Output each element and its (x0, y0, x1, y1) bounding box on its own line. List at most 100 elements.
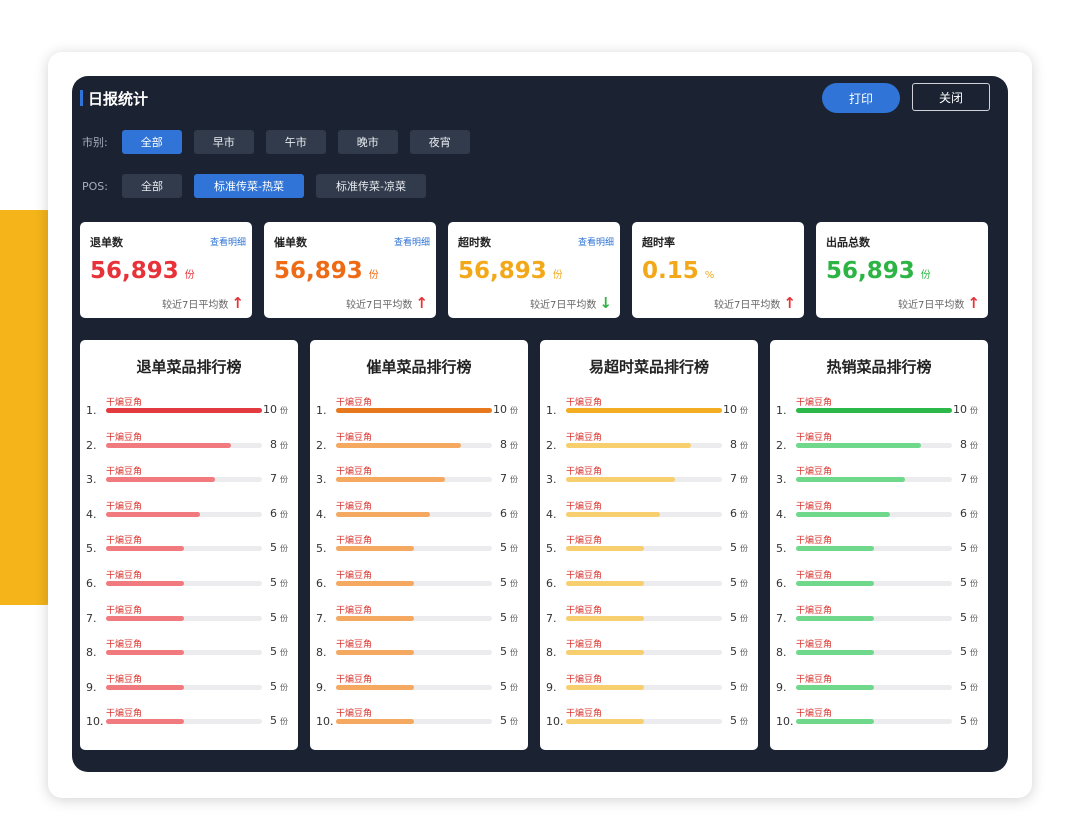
arrow-up-icon: ↑ (415, 294, 428, 312)
ranking-row[interactable]: 9. 干煸豆角 5 份 (776, 672, 982, 702)
print-button[interactable]: 打印 (822, 83, 900, 113)
ranking-row[interactable]: 9. 干煸豆角 5 份 (546, 672, 752, 702)
ranking-row[interactable]: 8. 干煸豆角 5 份 (86, 637, 292, 667)
ranking-row[interactable]: 3. 干煸豆角 7 份 (546, 464, 752, 494)
count-value: 5 (960, 679, 967, 693)
market-filter-row: 市别: 全部 早市 午市 晚市 夜宵 (82, 130, 482, 154)
market-chip-evening[interactable]: 晚市 (337, 130, 398, 154)
market-chip-noon[interactable]: 午市 (265, 130, 326, 154)
count-unit: 份 (740, 406, 748, 415)
ranking-row[interactable]: 6. 干煸豆角 5 份 (316, 568, 522, 598)
ranking-row[interactable]: 2. 干煸豆角 8 份 (316, 430, 522, 460)
ranking-row[interactable]: 4. 干煸豆角 6 份 (316, 499, 522, 529)
rank-bar-track (796, 719, 952, 725)
count-value: 5 (500, 541, 507, 555)
ranking-row[interactable]: 3. 干煸豆角 7 份 (86, 464, 292, 494)
stat-number: 56,893 (90, 258, 179, 284)
count-value: 5 (270, 679, 277, 693)
rank-number: 5. (776, 542, 787, 556)
market-chip-morning[interactable]: 早市 (193, 130, 254, 154)
ranking-row[interactable]: 1. 干煸豆角 10 份 (86, 395, 292, 425)
pos-chip-hot-dish[interactable]: 标准传菜-热菜 (193, 174, 304, 198)
ranking-row[interactable]: 9. 干煸豆角 5 份 (86, 672, 292, 702)
ranking-row[interactable]: 7. 干煸豆角 5 份 (316, 603, 522, 633)
ranking-row[interactable]: 3. 干煸豆角 7 份 (316, 464, 522, 494)
ranking-row[interactable]: 2. 干煸豆角 8 份 (86, 430, 292, 460)
rank-bar-track (566, 684, 722, 690)
count-value: 7 (960, 472, 967, 486)
stat-value: 56,893 份 (826, 258, 931, 284)
count-unit: 份 (510, 648, 518, 658)
ranking-row[interactable]: 5. 干煸豆角 5 份 (546, 533, 752, 563)
ranking-row[interactable]: 7. 干煸豆角 5 份 (546, 603, 752, 633)
dish-name: 干煸豆角 (336, 467, 373, 478)
rank-number: 8. (546, 646, 557, 660)
count-value: 5 (960, 610, 967, 624)
rank-bar-fill (566, 581, 644, 586)
ranking-row[interactable]: 8. 干煸豆角 5 份 (776, 637, 982, 667)
rank-bar-track (796, 546, 952, 552)
ranking-row[interactable]: 7. 干煸豆角 5 份 (776, 603, 982, 633)
ranking-row[interactable]: 5. 干煸豆角 5 份 (776, 533, 982, 563)
count-value: 5 (270, 714, 277, 728)
ranking-row[interactable]: 6. 干煸豆角 5 份 (86, 568, 292, 598)
stat-card-timeout: 超时数 查看明细 56,893 份较近7日平均数 ↓ (448, 222, 620, 318)
count-value: 7 (500, 472, 507, 486)
ranking-row[interactable]: 8. 干煸豆角 5 份 (316, 637, 522, 667)
rank-bar-fill (796, 684, 874, 690)
ranking-row[interactable]: 3. 干煸豆角 7 份 (776, 464, 982, 494)
ranking-row[interactable]: 10. 干煸豆角 5 份 (86, 706, 292, 736)
view-detail-link[interactable]: 查看明细 (209, 238, 246, 248)
ranking-row[interactable]: 2. 干煸豆角 8 份 (776, 430, 982, 460)
ranking-row[interactable]: 8. 干煸豆角 5 份 (546, 637, 752, 667)
ranking-row[interactable]: 1. 干煸豆角 10 份 (546, 395, 752, 425)
ranking-panel-refund: 退单菜品排行榜 1. 干煸豆角 10 份 2. 干煸豆角 8 份 3. 干煸豆角 7 份 4. 干煸豆角 6 份… (80, 340, 298, 750)
dish-name: 干煸豆角 (796, 501, 833, 512)
rank-bar-track (106, 650, 262, 656)
close-button[interactable]: 关闭 (912, 83, 990, 111)
market-chip-all[interactable]: 全部 (121, 130, 182, 154)
ranking-row[interactable]: 10. 干煸豆角 5 份 (546, 706, 752, 736)
ranking-row[interactable]: 5. 干煸豆角 5 份 (316, 533, 522, 563)
ranking-row[interactable]: 2. 干煸豆角 8 份 (546, 430, 752, 460)
ranking-row[interactable]: 10. 干煸豆角 5 份 (776, 706, 982, 736)
stat-compare: 较近7日平均数 ↑ (898, 294, 980, 312)
pos-chip-all[interactable]: 全部 (121, 174, 182, 198)
compare-text: 较近7日平均数 (714, 299, 781, 311)
dish-name: 干煸豆角 (336, 398, 373, 408)
dish-name: 干煸豆角 (796, 709, 833, 720)
view-detail-link[interactable]: 查看明细 (577, 238, 614, 248)
count-unit: 份 (510, 579, 518, 588)
count-unit: 份 (970, 613, 978, 623)
rank-bar-fill (106, 719, 184, 725)
ranking-row[interactable]: 1. 干煸豆角 10 份 (776, 395, 982, 425)
ranking-row[interactable]: 1. 干煸豆角 10 份 (316, 395, 522, 425)
count-unit: 份 (740, 613, 748, 623)
ranking-row[interactable]: 9. 干煸豆角 5 份 (316, 672, 522, 702)
rank-bar-fill (336, 581, 414, 586)
ranking-row[interactable]: 6. 干煸豆角 5 份 (546, 568, 752, 598)
ranking-row[interactable]: 5. 干煸豆角 5 份 (86, 533, 292, 563)
rank-bar-fill (336, 442, 461, 448)
ranking-row[interactable]: 6. 干煸豆角 5 份 (776, 568, 982, 598)
ranking-row[interactable]: 4. 干煸豆角 6 份 (546, 499, 752, 529)
ranking-row[interactable]: 10. 干煸豆角 5 份 (316, 706, 522, 736)
count-unit: 份 (510, 475, 518, 485)
ranking-row[interactable]: 4. 干煸豆角 6 份 (776, 499, 982, 529)
pos-chip-cold-dish[interactable]: 标准传菜-凉菜 (315, 174, 426, 198)
view-detail-link[interactable]: 查看明细 (393, 238, 430, 248)
ranking-row[interactable]: 7. 干煸豆角 5 份 (86, 603, 292, 633)
market-chip-night[interactable]: 夜宵 (409, 130, 470, 154)
pos-filter-row: POS: 全部 标准传菜-热菜 标准传菜-凉菜 (82, 174, 438, 198)
dish-name: 干煸豆角 (566, 640, 603, 651)
ranking-row[interactable]: 4. 干煸豆角 6 份 (86, 499, 292, 529)
